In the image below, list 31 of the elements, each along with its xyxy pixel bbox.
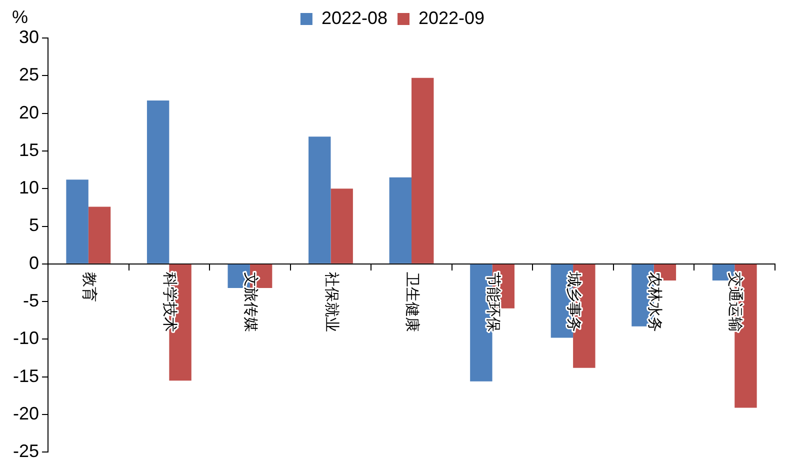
y-tick-label: -10 <box>13 328 40 348</box>
y-tick-label: -20 <box>13 404 40 424</box>
y-tick-label: -15 <box>13 366 40 386</box>
y-tick-label: 10 <box>18 178 40 198</box>
y-tick-label: 25 <box>18 64 40 85</box>
y-tick-label: 0 <box>29 252 40 273</box>
y-tick-label: 15 <box>18 140 40 160</box>
bar <box>389 177 412 264</box>
y-tick-label: 20 <box>18 102 40 122</box>
x-tick-label: 文旅传媒 <box>242 272 260 332</box>
y-axis-title: % <box>12 6 28 27</box>
x-tick-label: 教育 <box>80 272 98 302</box>
x-tick-label: 科学技术 <box>161 272 178 332</box>
x-tick-label: 城乡事务 <box>565 270 582 332</box>
bar <box>66 180 88 264</box>
x-tick-label: 卫生健康 <box>404 272 421 332</box>
bar <box>88 206 111 264</box>
bar <box>146 100 170 264</box>
legend-label: 2022-08 <box>321 8 388 28</box>
y-tick-label: 30 <box>18 26 40 47</box>
y-tick-label: -5 <box>23 290 40 311</box>
x-tick-label: 节能环保 <box>484 272 502 332</box>
x-tick-label: 农林水务 <box>646 272 663 332</box>
bar <box>412 78 434 264</box>
bar <box>308 136 331 264</box>
bar <box>330 188 353 264</box>
x-tick-label: 交通运输 <box>726 272 744 332</box>
legend-label: 2022-09 <box>418 8 485 28</box>
x-tick-label: 社保就业 <box>322 272 340 332</box>
y-tick-label: -25 <box>13 441 40 462</box>
y-tick-label: 5 <box>29 215 40 236</box>
